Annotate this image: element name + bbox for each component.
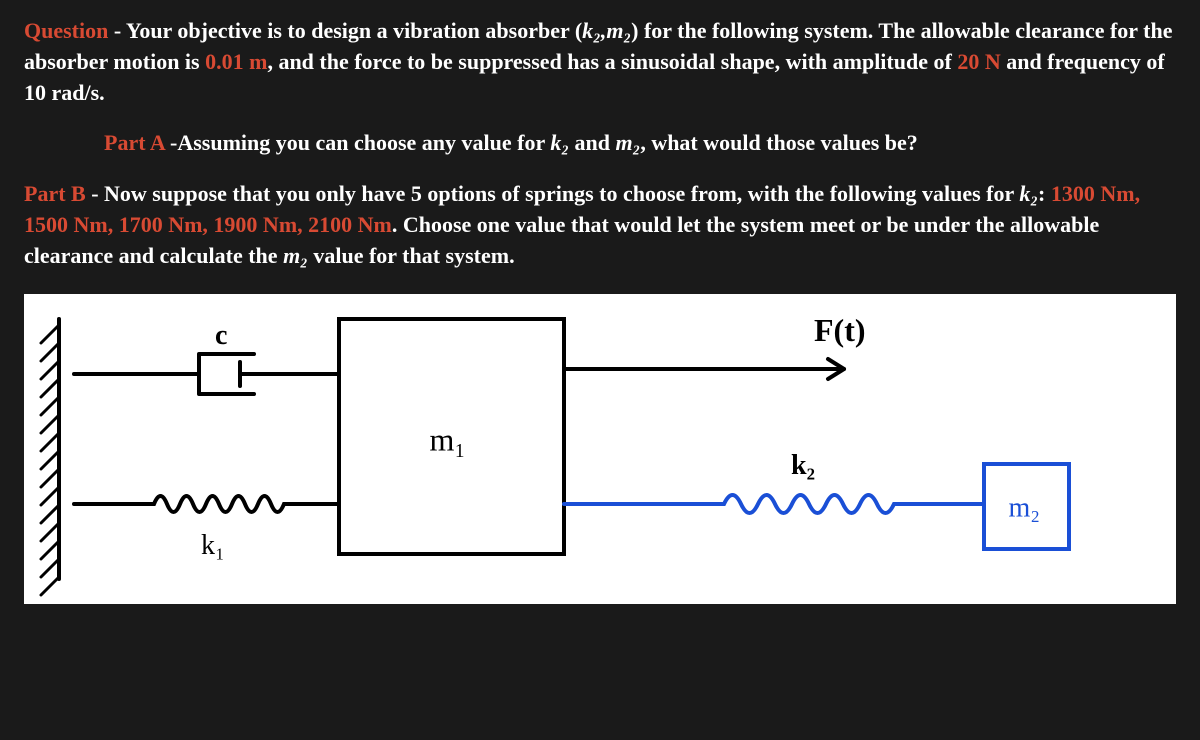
part-b-text-2: : bbox=[1038, 181, 1051, 206]
k2m2-var: k₂,m₂ bbox=[582, 18, 631, 43]
diagram-svg: c k₁ m₁ F(t) k₂ m₂ bbox=[24, 294, 1176, 604]
part-a-text-1: -Assuming you can choose any value for bbox=[170, 130, 550, 155]
svg-text:m₂: m₂ bbox=[1009, 492, 1041, 523]
svg-text:m₁: m₁ bbox=[430, 421, 466, 457]
part-b-m2: m₂ bbox=[283, 243, 308, 268]
part-b-text-1: - Now suppose that you only have 5 optio… bbox=[86, 181, 1020, 206]
part-a-block: Part A -Assuming you can choose any valu… bbox=[104, 128, 1176, 159]
svg-text:k₂: k₂ bbox=[791, 450, 815, 481]
svg-text:F(t): F(t) bbox=[814, 312, 866, 348]
part-a-label: Part A bbox=[104, 130, 170, 155]
svg-text:k₁: k₁ bbox=[201, 530, 225, 561]
part-b-text-4: value for that system. bbox=[308, 243, 515, 268]
part-b-block: Part B - Now suppose that you only have … bbox=[24, 179, 1176, 271]
clearance-val: 0.01 m bbox=[205, 49, 267, 74]
part-a-m2: m₂ bbox=[616, 130, 641, 155]
svg-text:c: c bbox=[215, 320, 227, 351]
question-intro: Question - Your objective is to design a… bbox=[24, 16, 1176, 108]
part-b-k2: k₂ bbox=[1019, 181, 1038, 206]
question-text-3: , and the force to be suppressed has a s… bbox=[267, 49, 957, 74]
part-a-k2: k₂ bbox=[550, 130, 569, 155]
question-label: Question bbox=[24, 18, 108, 43]
part-b-label: Part B bbox=[24, 181, 86, 206]
part-a-text-2: and bbox=[569, 130, 615, 155]
question-text-1: - Your objective is to design a vibratio… bbox=[108, 18, 582, 43]
question-block: Question - Your objective is to design a… bbox=[24, 16, 1176, 108]
system-diagram: c k₁ m₁ F(t) k₂ m₂ bbox=[24, 294, 1176, 604]
part-a-text-3: , what would those values be? bbox=[640, 130, 917, 155]
amplitude-val: 20 N bbox=[957, 49, 1000, 74]
